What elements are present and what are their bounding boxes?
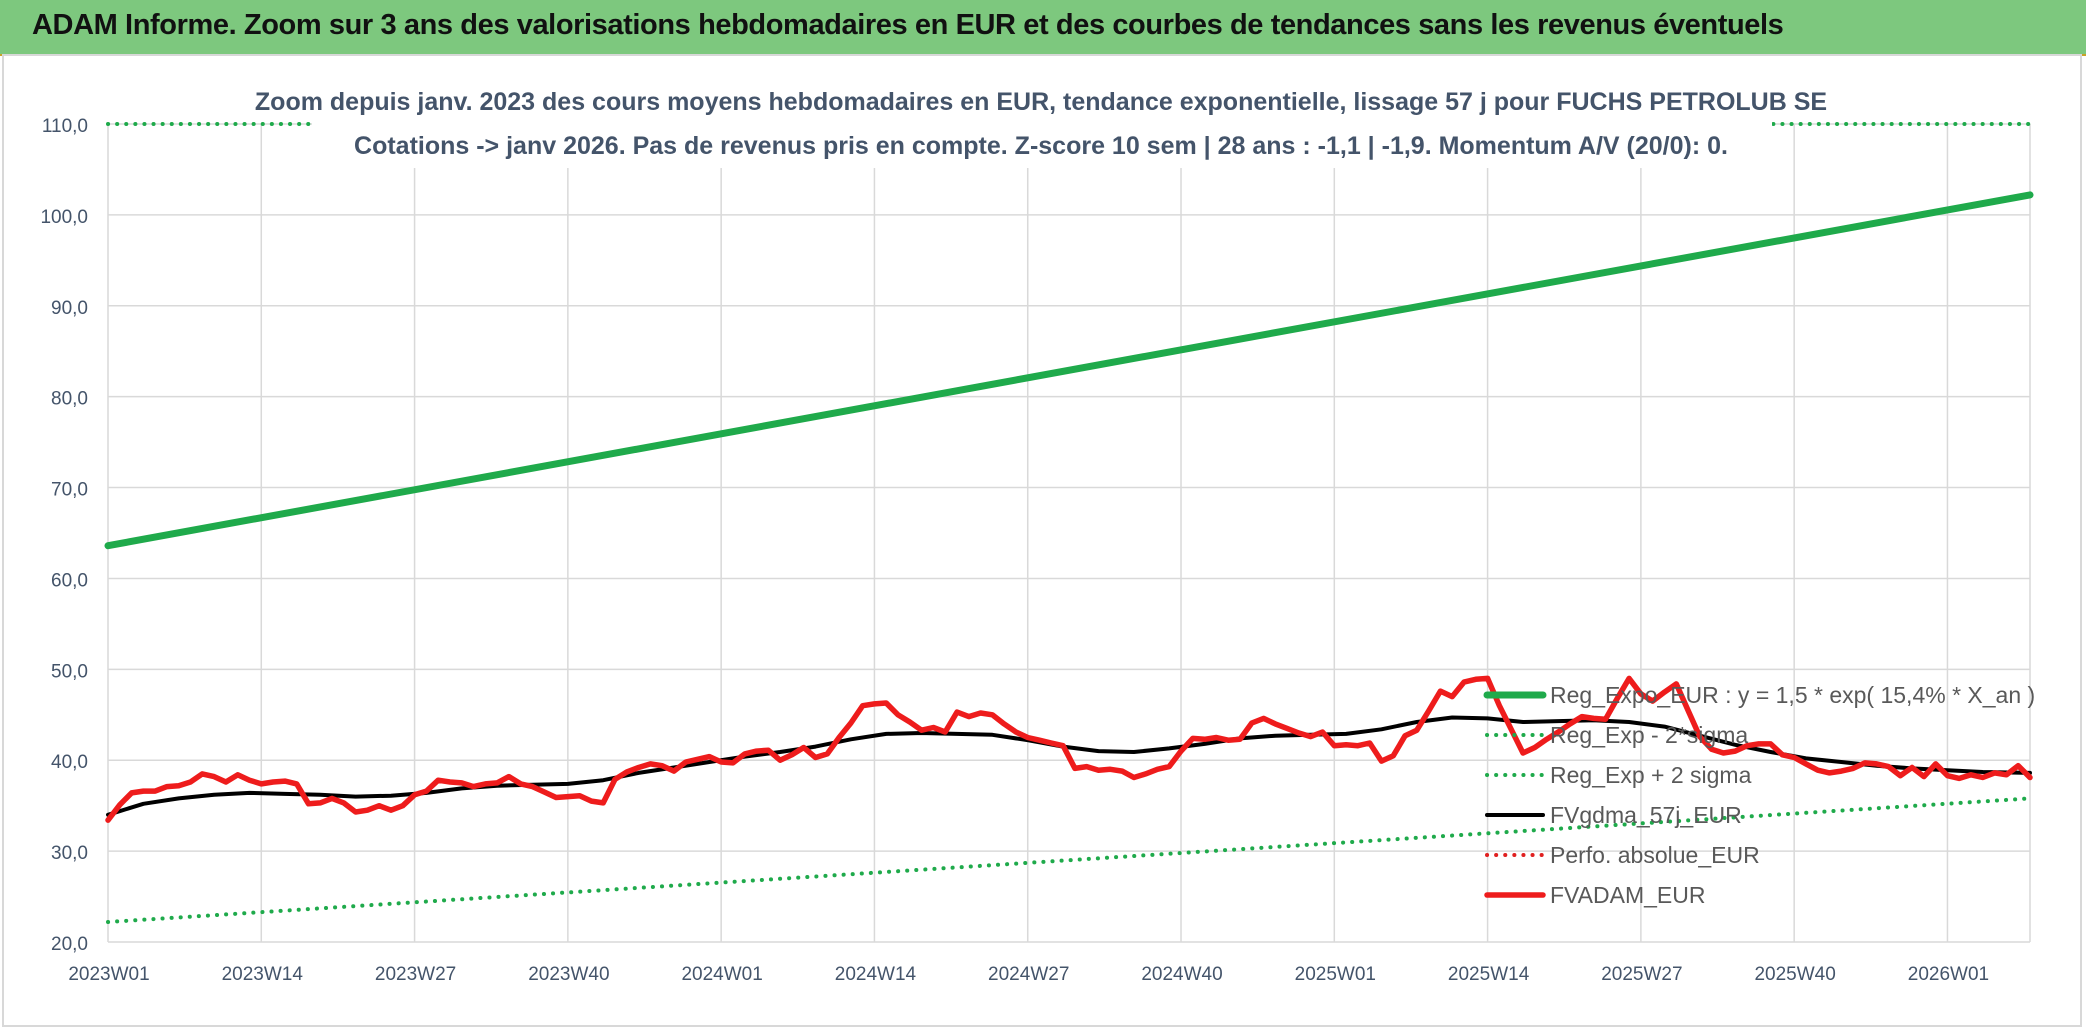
series-line-1 [106,796,2032,924]
title-backdrop [312,78,1772,168]
x-tick-label: 2024W14 [835,964,917,985]
series-line-5 [105,675,2033,823]
x-tick-label: 2024W40 [1141,964,1222,985]
y-tick-label: 110,0 [42,116,88,137]
legend-label: FVgdma_57j_EUR [1550,802,1742,828]
x-tick-label: 2024W01 [681,964,762,985]
y-axis: 20,0 30,0 40,0 50,0 60,0 70,0 80,0 90,0 100,0 110… [40,116,88,955]
y-tick-label: 100,0 [40,207,88,228]
legend-label: Perfo. absolue_EUR [1550,842,1760,868]
series-line-0 [104,191,2034,550]
chart-title-area: Zoom depuis janv. 2023 des cours moyens … [255,78,1827,168]
y-tick-label: 20,0 [51,934,88,955]
x-tick-label: 2026W01 [1908,964,1989,985]
legend-label: FVADAM_EUR [1550,882,1706,908]
x-tick-label: 2025W14 [1448,964,1530,985]
y-tick-label: 70,0 [51,480,88,501]
x-tick-label: 2025W01 [1295,964,1376,985]
y-tick-label: 60,0 [51,570,88,591]
y-tick-label: 30,0 [51,843,88,864]
y-tick-label: 90,0 [51,298,88,319]
chart-frame [2,54,2082,1027]
x-tick-label: 2023W27 [375,964,456,985]
x-tick-label: 2025W27 [1601,964,1682,985]
legend-label: Reg_Exp - 2*sigma [1550,722,1748,748]
chart-subtitle: Cotations -> janv 2026. Pas de revenus p… [354,132,1728,160]
legend: Reg_Expo_EUR : y = 1,5 * exp( 15,4% * X_… [1483,682,2035,908]
report-banner: ADAM Informe. Zoom sur 3 ans des valoris… [0,0,2086,56]
chart-title: Zoom depuis janv. 2023 des cours moyens … [255,88,1827,116]
x-tick-label: 2023W14 [222,964,304,985]
x-tick-label: 2025W40 [1754,964,1835,985]
x-tick-label: 2023W01 [68,964,149,985]
legend-label: Reg_Exp + 2 sigma [1550,762,1752,788]
legend-label: Reg_Expo_EUR : y = 1,5 * exp( 15,4% * X_… [1550,682,2035,708]
y-tick-label: 80,0 [51,389,88,410]
y-tick-label: 50,0 [51,661,88,682]
x-axis: 2023W01 2023W14 2023W27 2023W40 2024W01 2024W… [68,964,1989,985]
x-tick-label: 2023W40 [528,964,609,985]
x-tick-label: 2024W27 [988,964,1069,985]
y-tick-label: 40,0 [51,752,88,773]
report-title: ADAM Informe. Zoom sur 3 ans des valoris… [32,9,1784,41]
